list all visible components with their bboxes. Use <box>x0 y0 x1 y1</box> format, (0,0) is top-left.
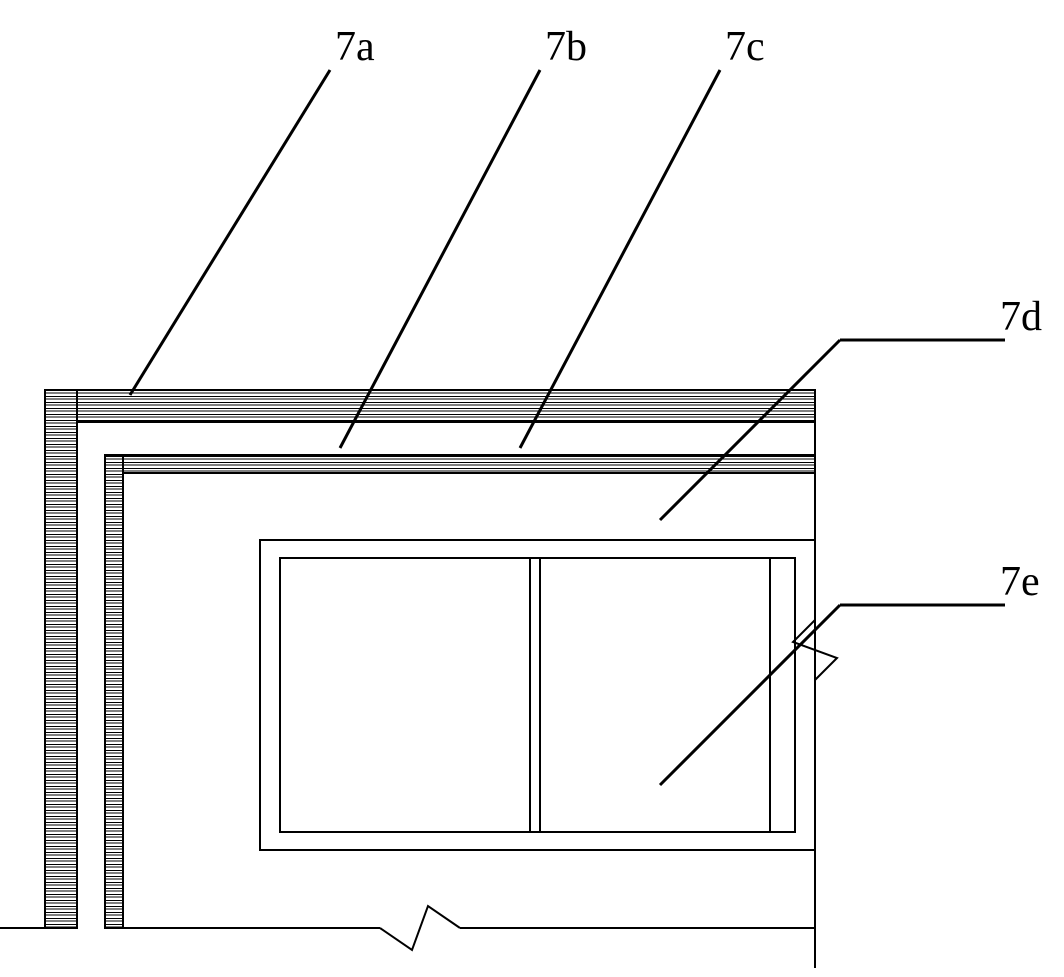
leader-7d-s <box>660 340 840 520</box>
window-inner-frame <box>280 558 795 832</box>
outer-corner-fill <box>47 392 75 420</box>
label-7b: 7b <box>545 24 587 70</box>
label-7d: 7d <box>1000 294 1042 340</box>
floor-break <box>380 906 460 950</box>
outer-roof-band <box>45 390 815 422</box>
label-7c: 7c <box>725 24 765 70</box>
leader-7a <box>130 70 330 395</box>
diagram-canvas: 7a 7b 7c 7d 7e <box>0 0 1064 977</box>
window-outer-frame <box>260 540 815 850</box>
label-7a: 7a <box>335 24 375 70</box>
inner-left-band <box>105 455 123 928</box>
inner-corner-fill <box>107 457 121 471</box>
outer-left-band <box>45 390 77 928</box>
label-7e: 7e <box>1000 559 1040 605</box>
leader-7e-s <box>660 605 840 785</box>
